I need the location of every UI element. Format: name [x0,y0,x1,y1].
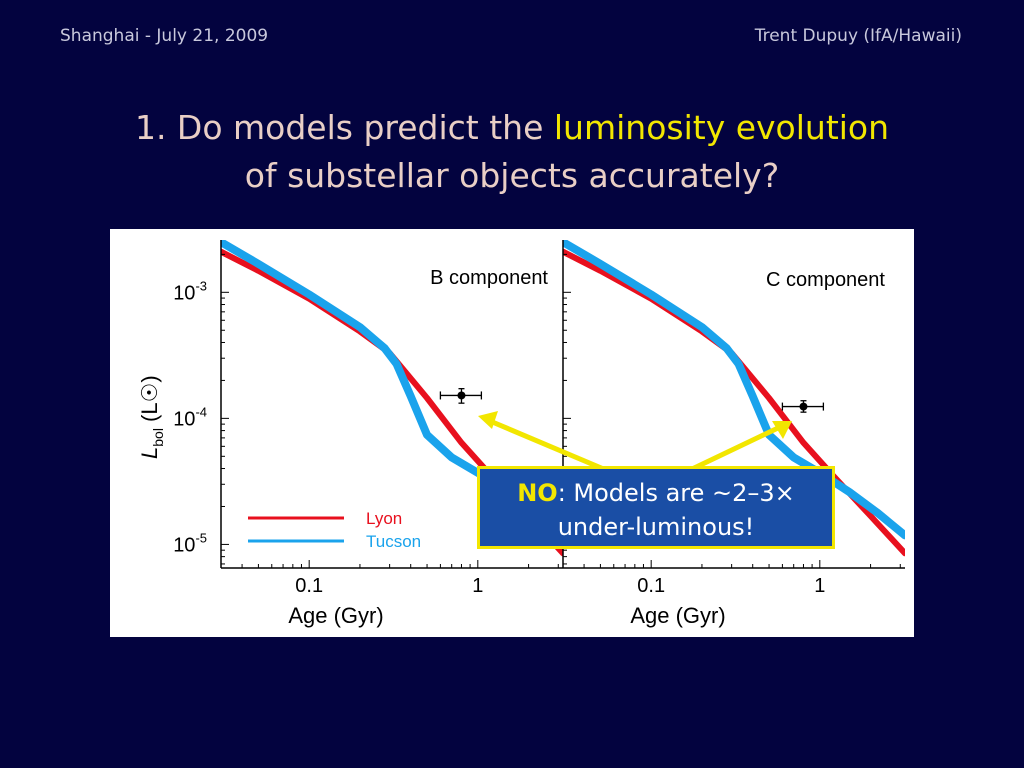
x-tick-label: 1 [472,575,483,597]
panel-label: C component [766,269,885,291]
data-point-marker [457,391,466,400]
y-label-unit: (L [137,402,162,428]
series-tucson-curve [563,240,905,540]
title-line-2: of substellar objects accurately? [244,156,780,195]
title-prefix: 1. Do models predict the [134,108,554,147]
callout-line-2: under-luminous! [557,513,755,541]
title-line-1: 1. Do models predict the luminosity evol… [0,104,1024,152]
panel-curves [563,240,905,557]
title-highlight: luminosity evolution [553,108,890,147]
y-tick-base: 10 [173,408,195,430]
y-label-close: ) [137,375,162,382]
x-axis-label: Age (Gyr) [288,603,383,628]
y-tick-label: 10-3 [173,278,207,304]
panel-2: 0.1 1 Age (Gyr) C component [562,240,905,628]
x-tick-label: 0.1 [295,575,323,597]
x-tick-label: 1 [814,575,825,597]
header-author: Trent Dupuy (IfA/Hawaii) [754,26,962,46]
y-tick-exponent: -5 [195,530,207,545]
callout-line-1: NO: Models are ~2–3× [480,476,832,510]
header-event: Shanghai - July 21, 2009 [60,26,269,46]
panel-label: B component [430,267,548,289]
slide-title: 1. Do models predict the luminosity evol… [0,104,1024,200]
callout-text-1: : Models are ~2–3× [557,479,795,507]
callout-box: NO: Models are ~2–3× under-luminous! [477,466,835,549]
x-tick-label: 0.1 [637,575,665,597]
data-point-marker [799,402,808,411]
legend-label-tucson: Tucson [366,532,421,551]
y-label-sub: bol [150,428,166,447]
y-axis-label: Lbol (L☉) [137,375,166,459]
x-axis-label: Age (Gyr) [630,603,725,628]
y-tick-exponent: -4 [195,404,207,419]
y-tick-base: 10 [173,534,195,556]
y-label-main: L [137,447,162,459]
y-tick-label: 10-4 [173,404,207,430]
y-label-sun-symbol: ☉ [137,383,162,403]
y-tick-base: 10 [173,282,195,304]
legend-label-lyon: Lyon [366,509,402,528]
y-tick-label: 10-5 [173,530,207,556]
chart-figure: 0.1 1 Age (Gyr) B component 10-3 10-4 10-5 Lbol… [110,229,914,637]
y-tick-exponent: -3 [195,278,207,293]
callout-no: NO [517,479,558,507]
